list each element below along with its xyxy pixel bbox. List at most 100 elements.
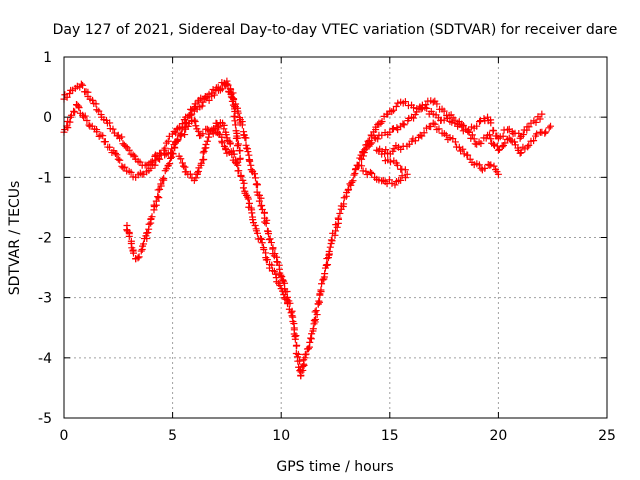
data-point-marker	[416, 131, 424, 139]
data-point-marker	[191, 117, 199, 125]
data-point-marker	[202, 141, 210, 149]
data-point-marker	[334, 214, 342, 222]
data-point-marker	[385, 176, 393, 184]
data-point-marker	[203, 137, 211, 145]
data-point-marker	[388, 179, 396, 187]
data-point-marker	[239, 184, 247, 192]
data-point-marker	[92, 100, 100, 108]
data-point-marker	[179, 162, 187, 170]
data-point-marker	[244, 195, 252, 203]
data-point-marker	[135, 253, 143, 261]
data-point-marker	[118, 133, 126, 141]
data-point-marker	[545, 124, 553, 132]
data-point-marker	[70, 107, 78, 115]
y-axis-label: SDTVAR / TECUs	[7, 181, 23, 296]
data-point-marker	[389, 125, 397, 133]
data-point-marker	[394, 126, 402, 134]
data-point-marker	[459, 145, 467, 153]
data-point-marker	[242, 134, 250, 142]
data-point-marker	[362, 167, 370, 175]
data-point-marker	[176, 131, 184, 139]
data-point-marker	[192, 122, 200, 130]
data-point-marker	[297, 368, 305, 376]
data-point-marker	[254, 181, 261, 189]
data-point-marker	[256, 234, 264, 242]
data-point-marker	[288, 312, 296, 320]
data-point-marker	[218, 139, 226, 147]
data-point-marker	[121, 163, 129, 171]
data-point-marker	[312, 315, 320, 323]
data-point-marker	[148, 213, 156, 221]
data-point-marker	[248, 209, 256, 217]
data-point-marker	[157, 180, 165, 188]
data-point-marker	[381, 157, 389, 165]
data-point-marker	[234, 141, 242, 149]
data-point-marker	[366, 140, 374, 148]
data-point-marker	[238, 121, 246, 129]
data-point-marker	[257, 235, 265, 243]
data-point-marker	[499, 132, 507, 140]
data-point-marker	[547, 122, 555, 130]
data-point-marker	[231, 117, 239, 125]
data-point-marker	[538, 110, 546, 118]
data-point-marker	[350, 171, 358, 179]
data-point-marker	[313, 311, 321, 319]
data-point-marker	[218, 85, 226, 93]
data-point-marker	[211, 125, 219, 133]
data-point-marker	[137, 247, 145, 255]
data-point-marker	[167, 154, 175, 162]
data-point-marker	[156, 185, 164, 193]
data-point-marker	[274, 258, 282, 266]
x-tick-label: 10	[272, 428, 290, 444]
data-point-marker	[332, 227, 340, 235]
data-point-marker	[64, 124, 72, 132]
data-point-marker	[93, 128, 101, 136]
data-point-marker	[106, 119, 114, 127]
data-point-marker	[221, 144, 229, 152]
data-point-marker	[324, 261, 332, 269]
data-point-marker	[351, 166, 359, 174]
data-point-marker	[391, 181, 399, 189]
data-point-marker	[470, 135, 478, 143]
data-point-marker	[423, 104, 431, 112]
data-point-marker	[390, 106, 398, 114]
data-point-marker	[134, 254, 142, 262]
data-point-marker	[85, 121, 93, 129]
data-point-marker	[325, 248, 333, 256]
data-point-marker	[224, 81, 232, 89]
data-point-marker	[234, 109, 242, 117]
data-point-marker	[397, 165, 405, 173]
data-point-marker	[455, 118, 463, 126]
data-point-marker	[169, 150, 177, 158]
data-point-marker	[464, 151, 472, 159]
data-point-marker	[155, 194, 163, 202]
data-point-marker	[401, 174, 409, 182]
data-point-marker	[390, 157, 398, 165]
data-point-marker	[228, 97, 236, 105]
data-point-marker	[340, 200, 348, 208]
data-point-marker	[294, 350, 302, 358]
data-point-marker	[422, 101, 430, 109]
data-point-marker	[507, 136, 515, 144]
data-point-marker	[199, 98, 207, 106]
data-point-marker	[234, 134, 242, 142]
data-point-marker	[253, 180, 261, 188]
data-point-marker	[319, 276, 327, 284]
data-point-marker	[205, 96, 213, 104]
data-point-marker	[223, 80, 231, 88]
data-point-marker	[199, 130, 207, 138]
data-point-marker	[131, 152, 139, 160]
data-point-marker	[345, 185, 353, 193]
data-point-marker	[346, 180, 354, 188]
y-tick-label: -2	[38, 231, 52, 247]
data-point-marker	[310, 316, 318, 324]
data-point-marker	[532, 118, 540, 126]
data-point-marker	[190, 116, 198, 124]
data-point-marker	[368, 169, 376, 177]
data-point-marker	[292, 342, 300, 350]
data-point-marker	[348, 178, 356, 186]
data-point-marker	[431, 120, 439, 128]
data-point-marker	[296, 357, 304, 365]
data-points	[60, 77, 555, 380]
data-point-marker	[327, 236, 335, 244]
